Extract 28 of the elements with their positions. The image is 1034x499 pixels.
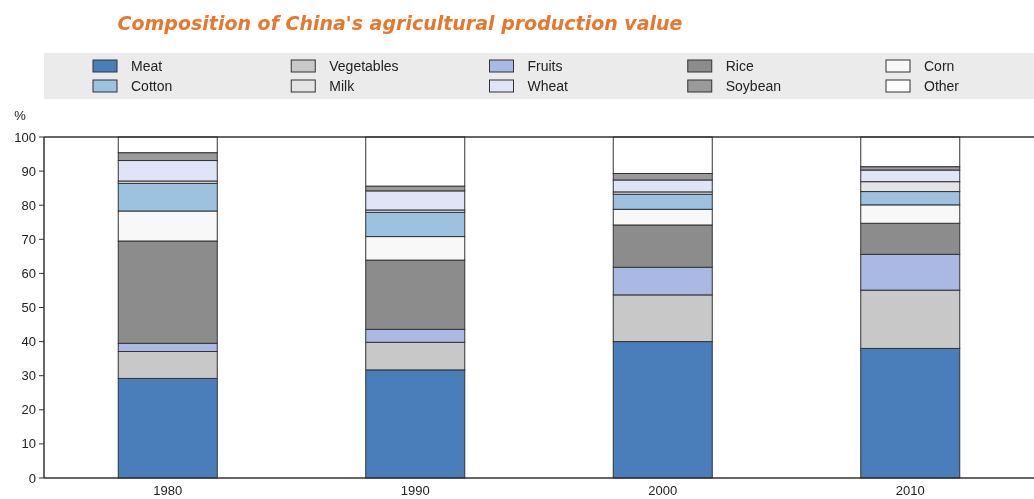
legend-label: Vegetables [329,58,399,74]
legend-label: Wheat [527,78,569,94]
y-tick-label: 80 [21,197,36,213]
x-tick-label: 1980 [153,483,183,498]
y-tick-label: 90 [21,163,36,179]
x-tick-label: 2000 [648,483,678,498]
y-tick-label: 30 [21,368,36,384]
legend-label: Meat [131,58,163,74]
x-tick-label: 1990 [400,483,430,498]
legend-label: Soybean [725,78,782,94]
legend-label: Fruits [527,58,563,74]
y-tick-label: 100 [14,129,36,145]
legend-label: Rice [725,58,754,74]
chart-title: Composition of China's agricultural production value [117,12,683,34]
y-tick-label: 40 [21,334,36,350]
x-tick-label: 2010 [895,483,925,498]
y-tick-label: 10 [21,436,36,452]
legend-label: Corn [924,58,955,74]
y-tick-label: 0 [28,470,36,486]
bar [365,190,466,211]
legend-label: Milk [329,78,356,94]
y-axis-title: % [14,108,27,123]
legend-label: Cotton [131,78,173,94]
y-tick-label: 20 [21,402,36,418]
legend-label: Other [924,78,960,94]
y-tick-label: 70 [21,231,36,247]
y-tick-label: 60 [21,265,36,281]
y-tick-label: 50 [21,300,36,315]
